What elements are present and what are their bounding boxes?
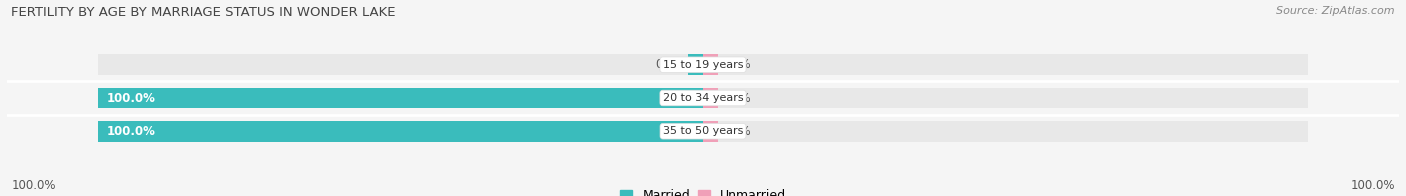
Text: 100.0%: 100.0% bbox=[107, 92, 156, 104]
Bar bbox=[703, 88, 1308, 108]
Bar bbox=[703, 121, 718, 142]
Bar bbox=[98, 121, 703, 142]
Text: 0.0%: 0.0% bbox=[655, 58, 685, 71]
Text: 15 to 19 years: 15 to 19 years bbox=[662, 60, 744, 70]
Text: 0.0%: 0.0% bbox=[721, 92, 751, 104]
Bar bbox=[98, 88, 703, 108]
Text: 20 to 34 years: 20 to 34 years bbox=[662, 93, 744, 103]
Bar bbox=[703, 88, 718, 108]
Text: 0.0%: 0.0% bbox=[721, 58, 751, 71]
Bar bbox=[98, 121, 703, 142]
Text: Source: ZipAtlas.com: Source: ZipAtlas.com bbox=[1277, 6, 1395, 16]
Bar bbox=[703, 121, 1308, 142]
Bar bbox=[703, 54, 1308, 75]
Text: 35 to 50 years: 35 to 50 years bbox=[662, 126, 744, 136]
Text: 100.0%: 100.0% bbox=[1350, 179, 1395, 192]
Text: FERTILITY BY AGE BY MARRIAGE STATUS IN WONDER LAKE: FERTILITY BY AGE BY MARRIAGE STATUS IN W… bbox=[11, 6, 395, 19]
Text: 0.0%: 0.0% bbox=[721, 125, 751, 138]
Bar bbox=[98, 54, 703, 75]
Text: 100.0%: 100.0% bbox=[107, 125, 156, 138]
Bar bbox=[703, 54, 718, 75]
Bar bbox=[688, 54, 703, 75]
Text: 100.0%: 100.0% bbox=[11, 179, 56, 192]
Legend: Married, Unmarried: Married, Unmarried bbox=[614, 184, 792, 196]
Bar bbox=[98, 88, 703, 108]
